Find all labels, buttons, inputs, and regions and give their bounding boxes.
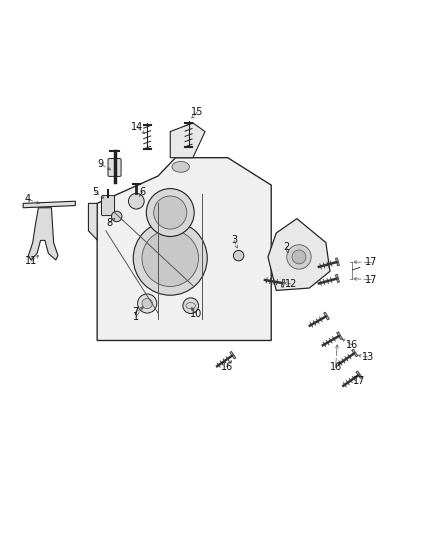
Polygon shape (324, 312, 329, 320)
Circle shape (142, 298, 152, 309)
Text: 13: 13 (362, 352, 374, 362)
Polygon shape (336, 274, 339, 282)
Circle shape (112, 211, 122, 222)
Text: 4: 4 (25, 194, 31, 204)
Text: 16: 16 (329, 362, 342, 373)
Text: 10: 10 (190, 309, 202, 319)
Circle shape (287, 245, 311, 269)
FancyBboxPatch shape (108, 158, 121, 176)
Text: 14: 14 (131, 122, 143, 132)
Text: 17: 17 (353, 376, 365, 385)
Text: 7: 7 (132, 307, 138, 317)
Circle shape (183, 298, 198, 313)
Polygon shape (97, 158, 271, 341)
Text: 1: 1 (133, 312, 139, 321)
Circle shape (138, 294, 157, 313)
Text: 6: 6 (140, 187, 146, 197)
Circle shape (292, 250, 306, 264)
Polygon shape (282, 279, 285, 287)
Polygon shape (352, 349, 358, 357)
FancyBboxPatch shape (102, 196, 115, 215)
Polygon shape (268, 219, 330, 290)
Text: 17: 17 (365, 257, 378, 267)
Text: 5: 5 (92, 187, 98, 197)
Text: 8: 8 (106, 218, 113, 228)
Circle shape (142, 230, 198, 287)
Polygon shape (230, 351, 236, 359)
Polygon shape (336, 258, 339, 266)
Circle shape (233, 251, 244, 261)
Text: 11: 11 (25, 256, 37, 266)
Circle shape (133, 221, 207, 295)
Polygon shape (28, 208, 58, 260)
Text: 3: 3 (231, 236, 237, 245)
Circle shape (154, 196, 187, 229)
Polygon shape (170, 123, 205, 158)
Text: 9: 9 (98, 159, 104, 169)
Circle shape (128, 193, 144, 209)
Polygon shape (88, 204, 97, 240)
Text: 16: 16 (346, 340, 358, 350)
Ellipse shape (172, 161, 189, 172)
Text: 12: 12 (285, 279, 297, 289)
Circle shape (146, 189, 194, 237)
Polygon shape (337, 332, 343, 340)
Text: 16: 16 (221, 361, 233, 372)
Polygon shape (356, 371, 362, 378)
Text: 2: 2 (283, 242, 290, 252)
Polygon shape (23, 201, 75, 208)
Text: 17: 17 (365, 274, 378, 285)
Text: 15: 15 (191, 107, 203, 117)
